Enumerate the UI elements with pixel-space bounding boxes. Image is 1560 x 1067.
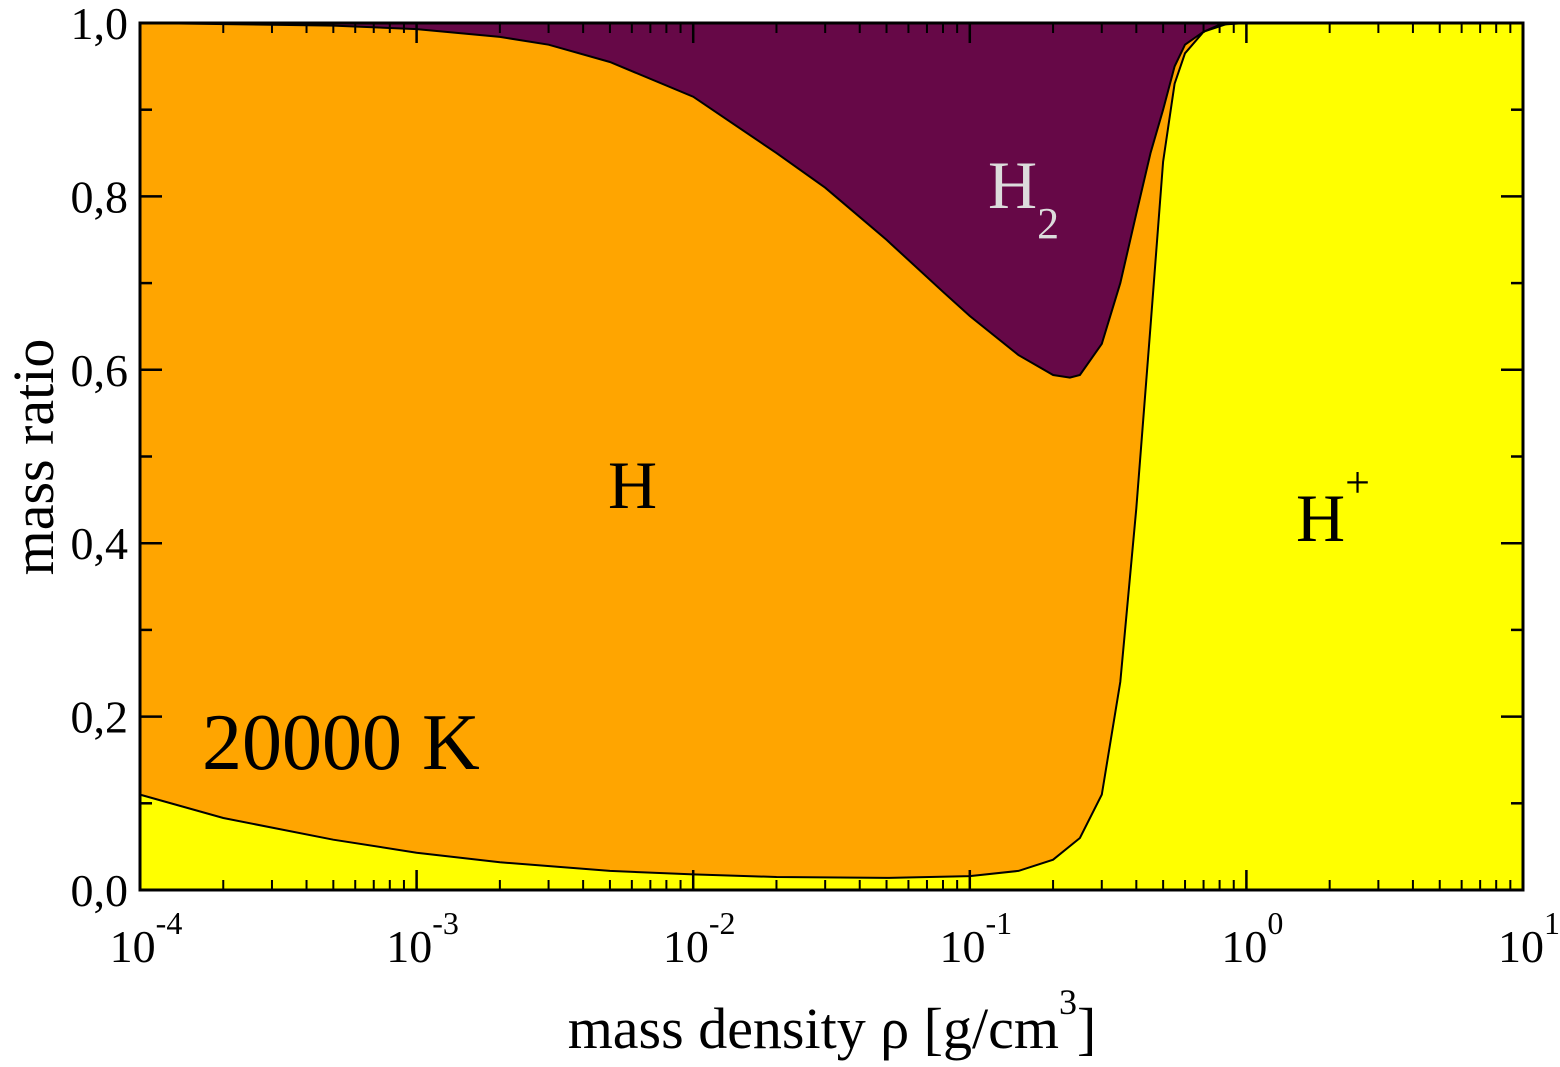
region-label-2: H+ xyxy=(1296,458,1370,556)
x-tick-label: 10-2 xyxy=(663,905,736,972)
stacked-areas xyxy=(140,23,1523,890)
y-tick-label: 0,6 xyxy=(71,345,129,396)
boundary-lines xyxy=(139,22,1523,879)
temperature-annotation: 20000 K xyxy=(202,699,480,787)
x-tick-label: 10-4 xyxy=(110,905,183,972)
region-label-1: H2 xyxy=(988,147,1059,248)
x-axis-label: mass density ρ [g/cm3] xyxy=(568,982,1097,1061)
boundary-line-1 xyxy=(139,22,1523,879)
area-h-plus xyxy=(140,23,1523,890)
region-label-0: H xyxy=(608,447,657,523)
boundary-line-2 xyxy=(139,22,1523,379)
area-h2 xyxy=(140,23,1523,378)
y-tick-label: 0,2 xyxy=(71,692,129,743)
area-h xyxy=(140,23,1523,878)
x-tick-label: 100 xyxy=(1221,905,1283,972)
x-tick-label: 101 xyxy=(1498,905,1560,972)
x-tick-label: 10-3 xyxy=(386,905,459,972)
x-tick-label: 10-1 xyxy=(939,905,1012,972)
axis-ticks xyxy=(138,21,1525,892)
y-tick-label: 1,0 xyxy=(71,0,129,49)
y-tick-label: 0,8 xyxy=(71,171,129,222)
y-axis-label: mass ratio xyxy=(1,339,66,576)
y-tick-label: 0,0 xyxy=(71,865,129,916)
y-tick-label: 0,4 xyxy=(71,518,129,569)
